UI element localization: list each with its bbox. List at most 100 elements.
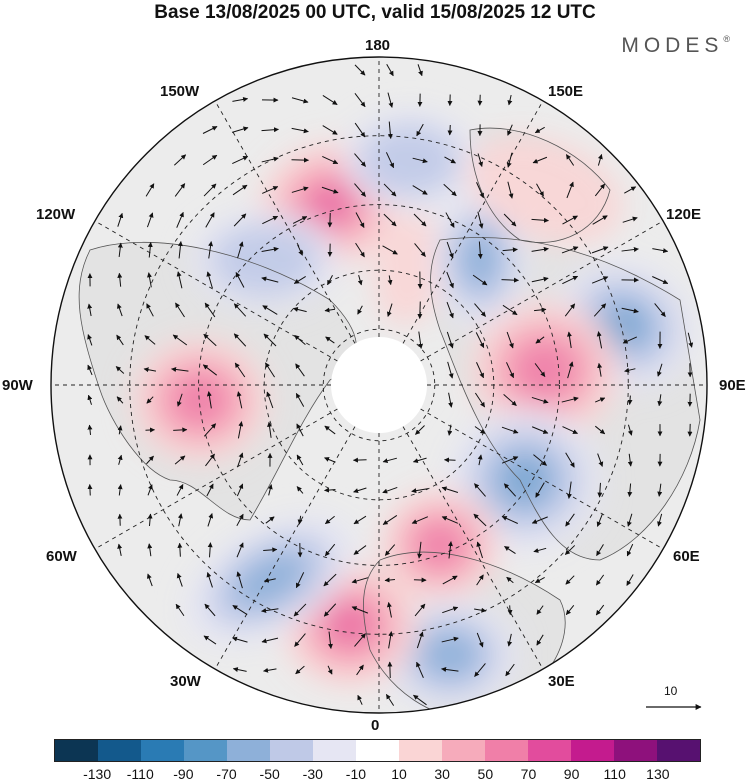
wind-vector: [357, 694, 363, 705]
wind-vector: [535, 482, 545, 498]
wind-vector: [566, 481, 572, 499]
wind-vector: [236, 542, 244, 558]
wind-vector: [562, 426, 578, 434]
wind-vector: [327, 213, 333, 228]
wind-vector: [177, 241, 183, 259]
wind-vector: [504, 545, 516, 555]
colorbar-tick-label: -50: [259, 766, 280, 782]
wind-vector: [147, 484, 153, 496]
wind-vector: [531, 426, 549, 434]
wind-vector: [262, 186, 279, 194]
wind-vector: [505, 663, 515, 677]
wind-vector: [324, 487, 336, 493]
wind-vector: [207, 542, 213, 558]
wind-vector: [117, 272, 123, 287]
wind-vector: [567, 361, 574, 379]
wind-vector: [323, 603, 337, 617]
wind-vector: [232, 184, 248, 196]
wind-vector: [566, 181, 574, 199]
wind-vector: [324, 543, 336, 557]
wind-vector: [322, 125, 338, 135]
chart-title: Base 13/08/2025 00 UTC, valid 15/08/2025…: [154, 2, 596, 23]
lon-label-150w: 150W: [160, 83, 200, 100]
wind-vector: [416, 661, 424, 678]
wind-vector: [232, 96, 249, 102]
wind-vector: [506, 576, 514, 584]
wind-vector: [267, 484, 273, 496]
wind-vector: [591, 276, 609, 284]
coastline: [78, 241, 357, 521]
wind-vector: [261, 156, 279, 163]
wind-vector: [264, 362, 276, 378]
wind-vector: [652, 276, 669, 284]
lon-label-60w: 60W: [46, 548, 77, 565]
meridian-line: [94, 220, 380, 386]
wind-vector: [382, 245, 398, 255]
wind-vector: [147, 241, 153, 258]
wind-vector: [204, 603, 216, 617]
wind-vector: [417, 301, 423, 319]
wind-vector: [352, 457, 367, 463]
wind-vector: [657, 513, 663, 527]
colorbar-swatch: [442, 740, 485, 761]
wind-vector: [475, 332, 485, 349]
wind-vector: [562, 275, 579, 285]
wind-vector: [564, 545, 576, 555]
wind-vector: [687, 332, 694, 348]
wind-vector: [507, 181, 514, 199]
wind-vector: [87, 334, 93, 346]
wind-vector: [232, 155, 249, 165]
wind-vector: [233, 333, 247, 347]
wind-vector: [654, 303, 666, 317]
wind-vector: [323, 573, 337, 587]
colorbar-labels: -130 -110 -90 -70 -50 -30 -10 10 30 50 70 90 110 130: [54, 766, 701, 782]
wind-vector: [561, 396, 579, 403]
colorbar-swatch: [55, 740, 98, 761]
wind-vector: [501, 277, 519, 283]
wind-vector: [415, 425, 425, 435]
wind-vector: [174, 455, 186, 465]
wind-vector: [236, 571, 243, 589]
wind-vector: [413, 694, 427, 706]
wind-vector: [354, 93, 366, 108]
wind-vector: [297, 515, 303, 525]
colorbar-tick-label: 110: [603, 766, 626, 782]
wind-vector: [147, 272, 152, 288]
wind-vector: [291, 127, 309, 134]
wind-vector: [145, 183, 155, 197]
colorbar-tick-label: 70: [520, 766, 537, 782]
lon-label-0: 0: [371, 717, 380, 734]
wind-vector: [412, 185, 428, 195]
wind-vector: [232, 605, 248, 615]
wind-vector: [477, 211, 484, 229]
wind-vector: [143, 367, 157, 373]
wind-vector: [501, 426, 519, 434]
wind-vector: [203, 635, 217, 645]
wind-vector: [594, 183, 606, 197]
colorbar-swatch: [356, 740, 399, 761]
wind-vector: [353, 487, 367, 494]
wind-vector: [176, 271, 183, 289]
wind-vector: [233, 303, 247, 317]
wind-vector: [206, 271, 213, 289]
wind-vector: [295, 363, 305, 377]
negative-anomaly-central-siberia: [459, 229, 501, 291]
wind-vector: [596, 331, 603, 349]
wind-vector: [324, 425, 336, 435]
wind-vector: [322, 155, 339, 165]
wind-vector: [324, 457, 336, 463]
colorbar-tick-label: 90: [563, 766, 580, 782]
wind-vector: [291, 186, 309, 193]
positive-anomaly-hudson-bay: [169, 372, 231, 428]
wind-vector: [503, 213, 517, 227]
coastline: [469, 127, 611, 243]
wind-vector: [597, 362, 603, 377]
wind-vector: [177, 542, 183, 557]
wind-vector: [262, 305, 278, 315]
wind-vector: [146, 396, 154, 404]
wind-vector: [442, 575, 458, 585]
wind-vector: [237, 241, 244, 259]
wind-vector: [411, 516, 429, 524]
wind-vector: [176, 484, 184, 496]
wind-vector: [476, 541, 483, 559]
